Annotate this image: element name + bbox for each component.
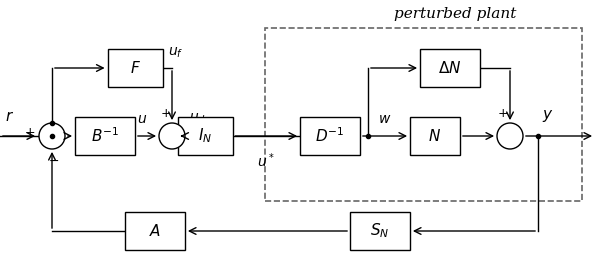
Text: $u$: $u$ [137,112,147,126]
Bar [300,117,360,155]
Circle shape [159,123,185,149]
Text: $u^*$: $u^*$ [257,151,275,170]
Text: $u_d$: $u_d$ [189,112,206,126]
Text: $\Delta N$: $\Delta N$ [438,60,462,76]
Bar [107,49,163,87]
Text: $r$: $r$ [5,109,14,124]
Bar [410,117,460,155]
Bar [265,28,582,201]
Text: $w$: $w$ [379,112,392,126]
Bar [125,212,185,250]
Circle shape [497,123,523,149]
Text: $D^{-1}$: $D^{-1}$ [315,127,345,145]
Bar [75,117,135,155]
Text: $I_N$: $I_N$ [198,127,212,145]
Text: +: + [497,107,508,120]
Text: $F$: $F$ [130,60,140,76]
Text: +: + [25,126,35,138]
Bar [420,49,480,87]
Bar [178,117,233,155]
Bar [350,212,410,250]
Text: $A$: $A$ [149,223,161,239]
Text: perturbed plant: perturbed plant [394,7,516,21]
Text: +: + [161,107,172,120]
Text: $B^{-1}$: $B^{-1}$ [91,127,119,145]
Text: $N$: $N$ [428,128,442,144]
Text: $y$: $y$ [542,108,554,124]
Circle shape [39,123,65,149]
Text: $u_f$: $u_f$ [167,46,183,60]
Text: $S_N$: $S_N$ [370,222,389,240]
Text: $-$: $-$ [49,154,59,167]
